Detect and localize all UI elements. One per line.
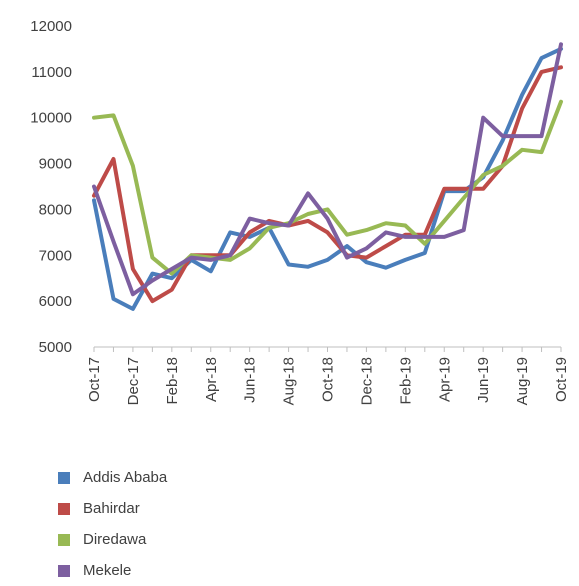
legend-label: Addis Ababa <box>83 469 168 486</box>
x-tick-label: Aug-19 <box>514 357 531 405</box>
y-tick-label: 12000 <box>30 18 72 35</box>
legend-swatch <box>58 564 70 577</box>
series-line-diredawa <box>92 99 563 276</box>
y-tick-label: 8000 <box>39 201 72 218</box>
x-tick-label: Jun-18 <box>242 357 259 403</box>
y-tick-label: 7000 <box>39 247 72 264</box>
x-tick-label: Oct-19 <box>553 357 570 402</box>
legend-label: Bahirdar <box>83 500 140 517</box>
y-tick-label: 11000 <box>31 64 72 81</box>
x-tick-label: Feb-18 <box>164 357 181 405</box>
legend-label: Mekele <box>83 562 132 579</box>
legend-item-mekele: Mekele <box>58 555 167 586</box>
x-tick-label: Apr-18 <box>203 357 220 402</box>
series-lines <box>92 42 563 311</box>
x-tick-label: Jun-19 <box>475 357 492 403</box>
legend-swatch <box>58 471 70 484</box>
legend-item-addis-ababa: Addis Ababa <box>58 462 167 493</box>
x-tick-label: Oct-17 <box>86 357 103 402</box>
x-tick-label: Oct-18 <box>320 357 337 402</box>
x-tick-label: Feb-19 <box>397 357 414 405</box>
axes <box>93 346 562 352</box>
legend-swatch <box>58 502 70 515</box>
legend: Addis Ababa Bahirdar Diredawa Mekele <box>58 462 167 586</box>
series-line-mekele <box>92 42 563 297</box>
series-line-bahirdar <box>92 65 563 304</box>
legend-label: Diredawa <box>83 531 147 548</box>
y-tick-label: 9000 <box>39 156 72 173</box>
y-tick-label: 6000 <box>39 293 72 310</box>
legend-swatch <box>58 533 70 546</box>
tick-labels: 5000 6000 7000 8000 9000 10000 11000 12000 Oct-1… <box>30 18 570 405</box>
x-tick-label: Apr-19 <box>436 357 453 402</box>
y-tick-label: 10000 <box>30 110 72 127</box>
x-tick-label: Dec-18 <box>358 357 375 405</box>
x-tick-label: Aug-18 <box>281 357 298 405</box>
y-tick-label: 5000 <box>39 339 72 356</box>
x-tick-label: Dec-17 <box>125 357 142 405</box>
legend-item-bahirdar: Bahirdar <box>58 493 167 524</box>
legend-item-diredawa: Diredawa <box>58 524 167 555</box>
